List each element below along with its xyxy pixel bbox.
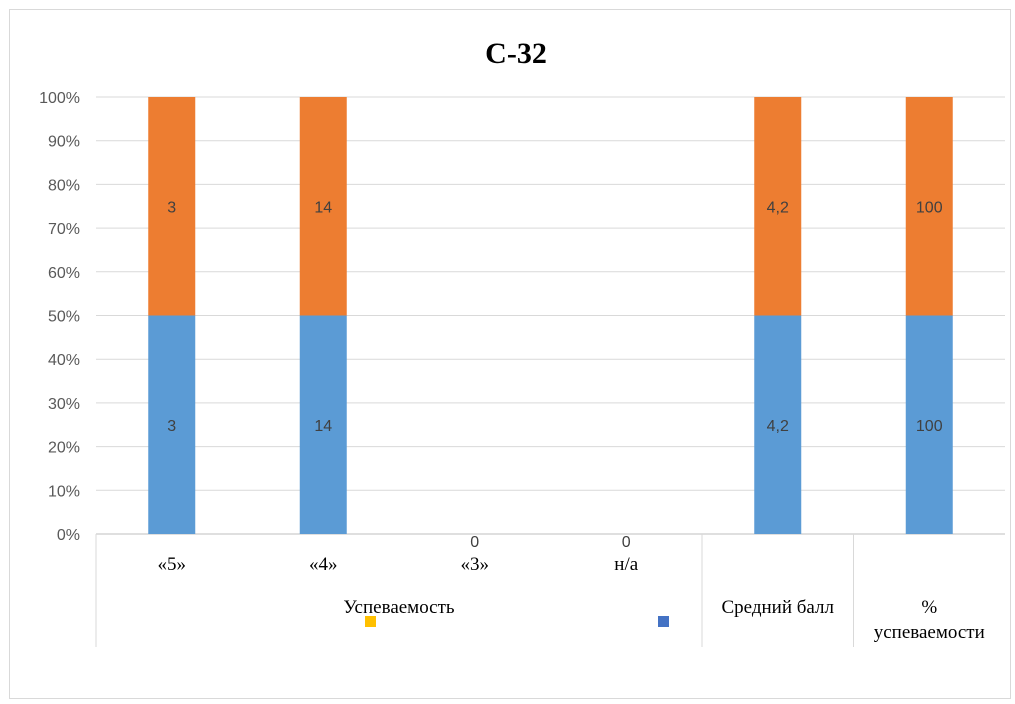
- data-label: 14: [314, 199, 332, 216]
- data-label: 3: [167, 199, 176, 216]
- y-tick-label: 80%: [48, 177, 80, 194]
- data-label: 0: [622, 534, 631, 551]
- category-label: Средний балл: [721, 597, 834, 618]
- y-tick-label: 50%: [48, 309, 80, 326]
- category-label: н/а: [614, 554, 638, 575]
- grid-lines: [96, 96, 1005, 535]
- category-label: % успеваемости: [874, 597, 985, 643]
- y-tick-label: 0%: [57, 527, 80, 544]
- data-label: 0: [470, 534, 479, 551]
- category-group-label: Успеваемость: [343, 597, 455, 618]
- data-label: 4,2: [767, 199, 789, 216]
- data-labels: 3 3 14 14 0 0 4,2 4,2 100 100: [167, 199, 942, 551]
- category-axis: «5» «4» «3» н/а Средний балл % успеваемости Усп…: [95, 534, 985, 647]
- chart-frame: С-32 0% 10% 20% 30% 40% 50% 60% 70% 80% 90% 100% 3…: [9, 9, 1011, 699]
- chart-title: С-32: [485, 37, 547, 70]
- bar-segment: [299, 315, 347, 534]
- y-tick-label: 70%: [48, 221, 80, 238]
- y-tick-label: 100%: [39, 90, 80, 107]
- bar-segment: [905, 97, 953, 316]
- bar-segment: [148, 315, 196, 534]
- category-label: «4»: [309, 554, 338, 575]
- data-label: 100: [916, 199, 943, 216]
- bar-segment: [905, 315, 953, 534]
- y-tick-label: 40%: [48, 352, 80, 369]
- data-label: 4,2: [767, 418, 789, 435]
- chart-svg: С-32 0% 10% 20% 30% 40% 50% 60% 70% 80% 90% 100% 3…: [39, 37, 1005, 647]
- legend-marker: [658, 616, 669, 627]
- data-label: 14: [314, 418, 332, 435]
- bar-segment: [754, 315, 802, 534]
- y-axis-ticks: 0% 10% 20% 30% 40% 50% 60% 70% 80% 90% 100%: [39, 90, 80, 544]
- y-tick-label: 20%: [48, 440, 80, 457]
- y-tick-label: 30%: [48, 396, 80, 413]
- y-tick-label: 90%: [48, 134, 80, 151]
- data-label: 100: [916, 418, 943, 435]
- bar-segment: [299, 97, 347, 316]
- data-label: 3: [167, 418, 176, 435]
- category-label: «3»: [461, 554, 490, 575]
- bar-segment: [754, 97, 802, 316]
- bar-segment: [148, 97, 196, 316]
- legend-marker: [365, 616, 376, 627]
- bars: [148, 97, 953, 534]
- category-label: «5»: [158, 554, 187, 575]
- y-tick-label: 10%: [48, 483, 80, 500]
- y-tick-label: 60%: [48, 265, 80, 282]
